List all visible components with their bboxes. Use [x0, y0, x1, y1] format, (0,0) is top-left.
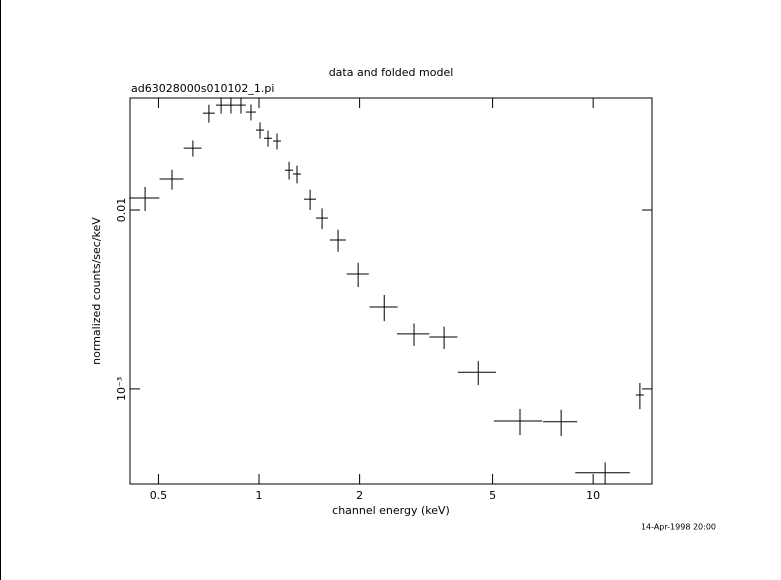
y-axis-label: normalized counts/sec/keV: [90, 217, 103, 365]
x-axis-label: channel energy (keV): [332, 504, 450, 517]
plot-frame: [129, 97, 653, 485]
chart-subtitle: ad63028000s010102_1.pi: [131, 82, 274, 95]
y-tick-label: 0.01: [115, 198, 128, 223]
timestamp: 14-Apr-1998 20:00: [641, 523, 716, 532]
x-tick-label: 0.5: [150, 489, 168, 502]
x-tick-label: 5: [489, 489, 496, 502]
y-tick-label: 10⁻³: [115, 377, 128, 401]
x-tick-label: 2: [356, 489, 363, 502]
chart-title: data and folded model: [329, 66, 454, 79]
x-tick-label: 1: [256, 489, 263, 502]
x-tick-label: 10: [586, 489, 600, 502]
